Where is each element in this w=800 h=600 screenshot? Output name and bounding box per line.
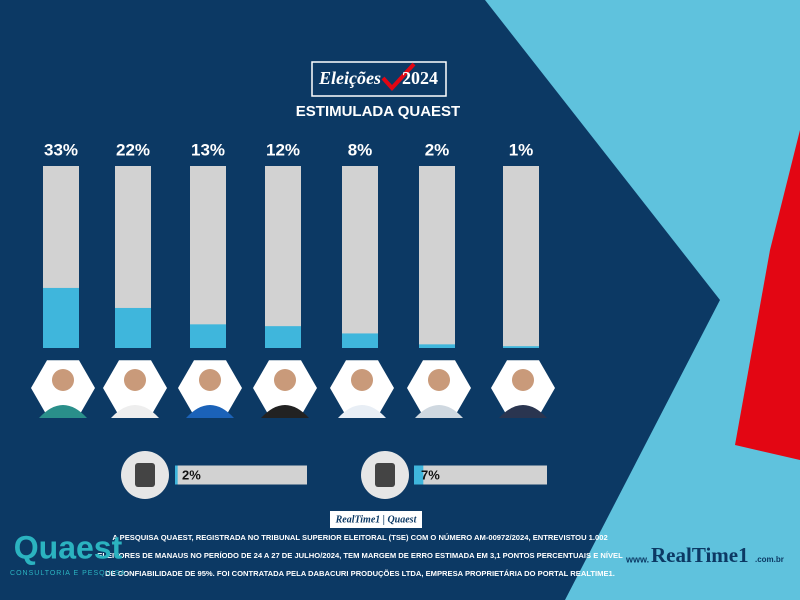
bar <box>115 307 151 348</box>
bar <box>43 287 79 348</box>
photo-head <box>124 369 146 391</box>
title-box <box>311 61 447 97</box>
photo-head <box>52 369 74 391</box>
bar-track <box>342 166 378 348</box>
value-label: 13% <box>191 140 225 159</box>
source-box <box>330 511 422 528</box>
check <box>381 62 416 91</box>
bar-track <box>419 166 455 348</box>
year: 2024 <box>402 68 438 88</box>
photo-body <box>338 405 386 418</box>
bar <box>190 324 226 348</box>
source-tag: RealTime1 | Quaest <box>335 514 418 525</box>
bar <box>414 465 424 485</box>
value-label: 7% <box>421 467 440 482</box>
photo-body <box>186 405 234 418</box>
bar-track <box>175 465 307 485</box>
value-label: 2% <box>425 140 450 159</box>
bar <box>419 344 455 348</box>
footer-line: ELEITORES DE MANAUS NO PERÍODO DE 24 A 2… <box>97 551 623 560</box>
footer-line: A PESQUISA QUAEST, REGISTRADA NO TRIBUNA… <box>112 533 607 542</box>
photo-body <box>111 405 159 418</box>
photo-head <box>274 369 296 391</box>
bar-track <box>503 166 539 348</box>
value-label: 2% <box>182 467 201 482</box>
bar <box>265 326 301 348</box>
value-label: 1% <box>509 140 534 159</box>
logo-left: Quaest <box>14 529 123 565</box>
bar-track <box>414 465 547 485</box>
photo-head <box>428 369 450 391</box>
photo-body <box>415 405 463 418</box>
photo-body <box>499 405 547 418</box>
photo-head <box>351 369 373 391</box>
bar-track <box>190 166 226 348</box>
value-label: 22% <box>116 140 150 159</box>
photo-body <box>39 405 87 418</box>
bar-track <box>265 166 301 348</box>
subtitle: ESTIMULADA QUAEST <box>296 103 460 120</box>
photo-head <box>199 369 221 391</box>
bar <box>342 333 378 348</box>
photo-body <box>261 405 309 418</box>
bar <box>175 465 178 485</box>
brand: Eleições <box>318 68 381 88</box>
bar <box>503 346 539 348</box>
logo-right-suffix: .com.br <box>755 555 784 564</box>
value-label: 8% <box>348 140 373 159</box>
icon-detail <box>135 463 155 487</box>
logo-tagline: CONSULTORIA E PESQUISA <box>10 570 126 577</box>
icon-detail <box>375 463 395 487</box>
red-shape <box>735 130 800 460</box>
logo-right: RealTime1 <box>651 543 749 567</box>
logo-right-prefix: www. <box>625 554 649 564</box>
value-label: 12% <box>266 140 300 159</box>
footer-line: DE CONFIABILIDADE DE 95%. FOI CONTRATADA… <box>105 569 615 578</box>
candidate-photos <box>31 360 555 418</box>
value-label: 33% <box>44 140 78 159</box>
photo-head <box>512 369 534 391</box>
